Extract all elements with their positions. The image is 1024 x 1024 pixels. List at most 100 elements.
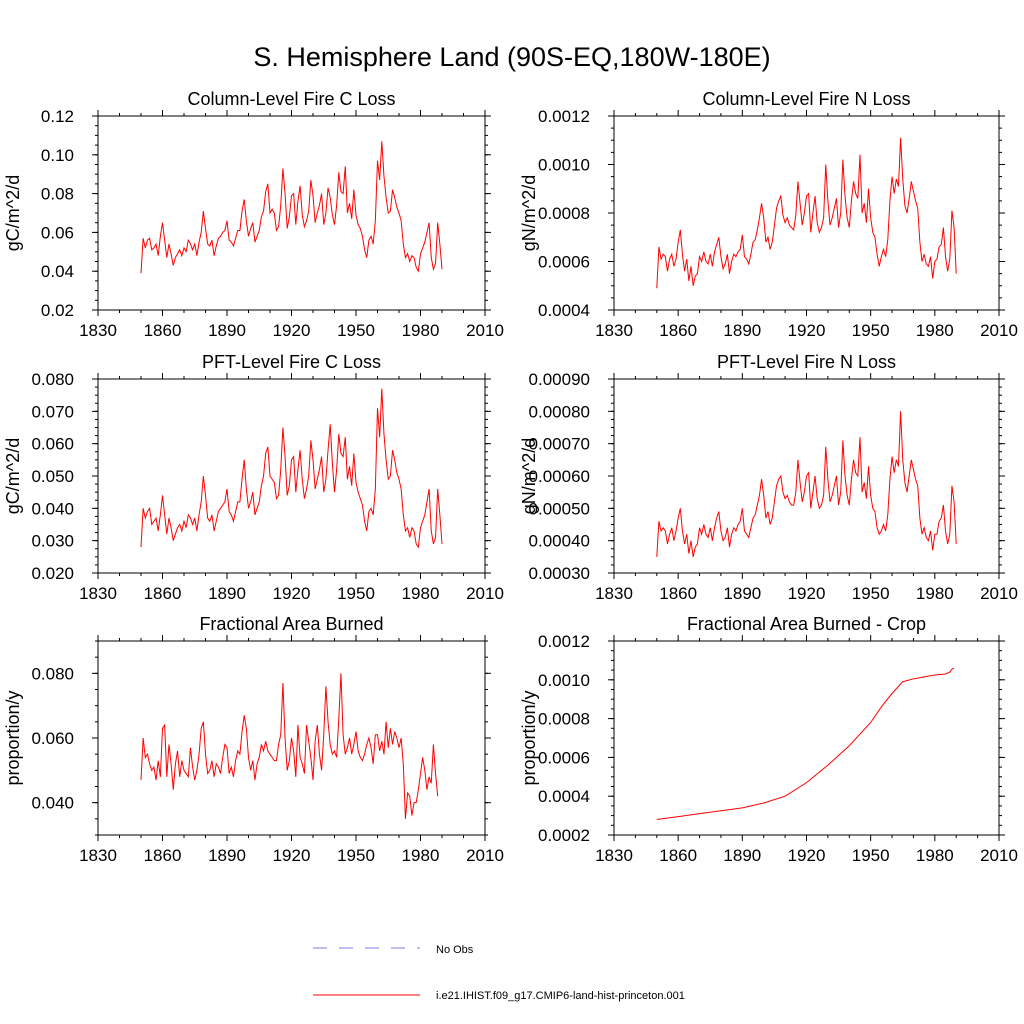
y-tick-label: 0.070 xyxy=(31,402,74,421)
x-tick-label: 1860 xyxy=(659,321,697,340)
panel-title: PFT-Level Fire C Loss xyxy=(202,352,381,372)
panel-title: Fractional Area Burned - Crop xyxy=(687,614,926,634)
legend-label-no-obs: No Obs xyxy=(436,944,474,956)
figure-title: S. Hemisphere Land (90S-EQ,180W-180E) xyxy=(253,42,770,72)
y-tick-label: 0.040 xyxy=(31,794,74,813)
y-axis-label: gN/m^2/d xyxy=(519,438,539,514)
x-tick-label: 1980 xyxy=(916,846,954,865)
x-tick-label: 2010 xyxy=(980,846,1018,865)
x-tick-label: 1830 xyxy=(595,846,633,865)
x-tick-label: 1890 xyxy=(208,321,246,340)
y-tick-label: 0.04 xyxy=(41,262,74,281)
y-tick-label: 0.060 xyxy=(31,435,74,454)
chart-panel-5: Fractional Area Burned proportion/y 1830 18… xyxy=(3,614,504,865)
y-tick-label: 0.00070 xyxy=(529,435,590,454)
y-tick-label: 0.030 xyxy=(31,532,74,551)
series-line-1 xyxy=(656,667,955,820)
x-tick-label: 2010 xyxy=(466,321,504,340)
y-axis-label: gC/m^2/d xyxy=(3,438,23,514)
y-tick-label: 0.0010 xyxy=(538,156,590,175)
legend-label-model: i.e21.IHIST.f09_g17.CMIP6-land-hist-prin… xyxy=(436,990,685,1002)
series-line-1 xyxy=(656,137,957,289)
y-tick-label: 0.0008 xyxy=(538,710,590,729)
y-tick-label: 0.00060 xyxy=(529,467,590,486)
x-tick-label: 1830 xyxy=(595,321,633,340)
legend: No Obs i.e21.IHIST.f09_g17.CMIP6-land-hi… xyxy=(313,944,685,1002)
x-tick-label: 1980 xyxy=(916,321,954,340)
panels-group: Column-Level Fire C Loss gC/m^2/d 1830 1860… xyxy=(3,89,1018,865)
panel-title: PFT-Level Fire N Loss xyxy=(717,352,896,372)
y-tick-label: 0.08 xyxy=(41,185,74,204)
x-tick-label: 2010 xyxy=(466,846,504,865)
x-tick-label: 2010 xyxy=(980,321,1018,340)
x-tick-label: 1920 xyxy=(273,584,311,603)
y-tick-label: 0.00030 xyxy=(529,564,590,583)
x-tick-label: 1980 xyxy=(402,321,440,340)
y-tick-label: 0.080 xyxy=(31,370,74,389)
y-tick-label: 0.00090 xyxy=(529,370,590,389)
x-tick-label: 1920 xyxy=(273,321,311,340)
y-tick-label: 0.040 xyxy=(31,499,74,518)
x-tick-label: 1950 xyxy=(852,321,890,340)
x-tick-label: 1860 xyxy=(659,846,697,865)
series-line-1 xyxy=(140,673,439,819)
x-tick-label: 1860 xyxy=(144,846,182,865)
x-tick-label: 1920 xyxy=(788,584,826,603)
x-tick-label: 1890 xyxy=(208,846,246,865)
y-tick-label: 0.0012 xyxy=(538,107,590,126)
y-tick-label: 0.0008 xyxy=(538,204,590,223)
y-axis-label: proportion/y xyxy=(519,690,539,785)
x-tick-label: 1950 xyxy=(852,584,890,603)
x-tick-label: 1950 xyxy=(852,846,890,865)
y-tick-label: 0.020 xyxy=(31,564,74,583)
y-tick-label: 0.12 xyxy=(41,107,74,126)
series-line-1 xyxy=(656,411,957,557)
y-tick-label: 0.0006 xyxy=(538,748,590,767)
x-tick-label: 1860 xyxy=(659,584,697,603)
y-axis-label: proportion/y xyxy=(3,690,23,785)
x-tick-label: 2010 xyxy=(980,584,1018,603)
y-tick-label: 0.060 xyxy=(31,729,74,748)
y-tick-label: 0.0010 xyxy=(538,671,590,690)
x-tick-label: 1980 xyxy=(402,584,440,603)
x-tick-label: 1920 xyxy=(273,846,311,865)
chart-panel-2: Column-Level Fire N Loss gN/m^2/d 1830 1860… xyxy=(519,89,1018,340)
plot-frame xyxy=(97,115,486,311)
y-tick-label: 0.06 xyxy=(41,223,74,242)
series-line-1 xyxy=(140,141,443,274)
y-axis-label: gC/m^2/d xyxy=(3,175,23,251)
x-tick-label: 1890 xyxy=(723,321,761,340)
chart-panel-1: Column-Level Fire C Loss gC/m^2/d 1830 1860… xyxy=(3,89,504,340)
x-tick-label: 1830 xyxy=(79,321,117,340)
y-axis-label: gN/m^2/d xyxy=(519,175,539,251)
x-tick-label: 1830 xyxy=(79,584,117,603)
x-tick-label: 1950 xyxy=(337,584,375,603)
y-tick-label: 0.00080 xyxy=(529,402,590,421)
panel-title: Column-Level Fire C Loss xyxy=(187,89,395,109)
x-tick-label: 1950 xyxy=(337,846,375,865)
x-tick-label: 1920 xyxy=(788,321,826,340)
panel-title: Fractional Area Burned xyxy=(199,614,383,634)
x-tick-label: 1860 xyxy=(144,584,182,603)
x-tick-label: 1890 xyxy=(208,584,246,603)
chart-panel-3: PFT-Level Fire C Loss gC/m^2/d 1830 1860 189… xyxy=(3,352,504,603)
y-tick-label: 0.00040 xyxy=(529,532,590,551)
y-tick-label: 0.0012 xyxy=(538,632,590,651)
x-tick-label: 1980 xyxy=(916,584,954,603)
plot-frame xyxy=(613,640,1000,836)
x-tick-label: 2010 xyxy=(466,584,504,603)
x-tick-label: 1890 xyxy=(723,584,761,603)
y-tick-label: 0.10 xyxy=(41,146,74,165)
y-tick-label: 0.0004 xyxy=(538,301,590,320)
x-tick-label: 1890 xyxy=(723,846,761,865)
x-tick-label: 1830 xyxy=(79,846,117,865)
y-tick-label: 0.050 xyxy=(31,467,74,486)
x-tick-label: 1920 xyxy=(788,846,826,865)
x-tick-label: 1980 xyxy=(402,846,440,865)
y-tick-label: 0.0004 xyxy=(538,787,590,806)
panel-title: Column-Level Fire N Loss xyxy=(702,89,910,109)
chart-panel-4: PFT-Level Fire N Loss gN/m^2/d 1830 1860 189… xyxy=(519,352,1018,603)
y-tick-label: 0.0006 xyxy=(538,253,590,272)
plot-frame xyxy=(613,115,1000,311)
